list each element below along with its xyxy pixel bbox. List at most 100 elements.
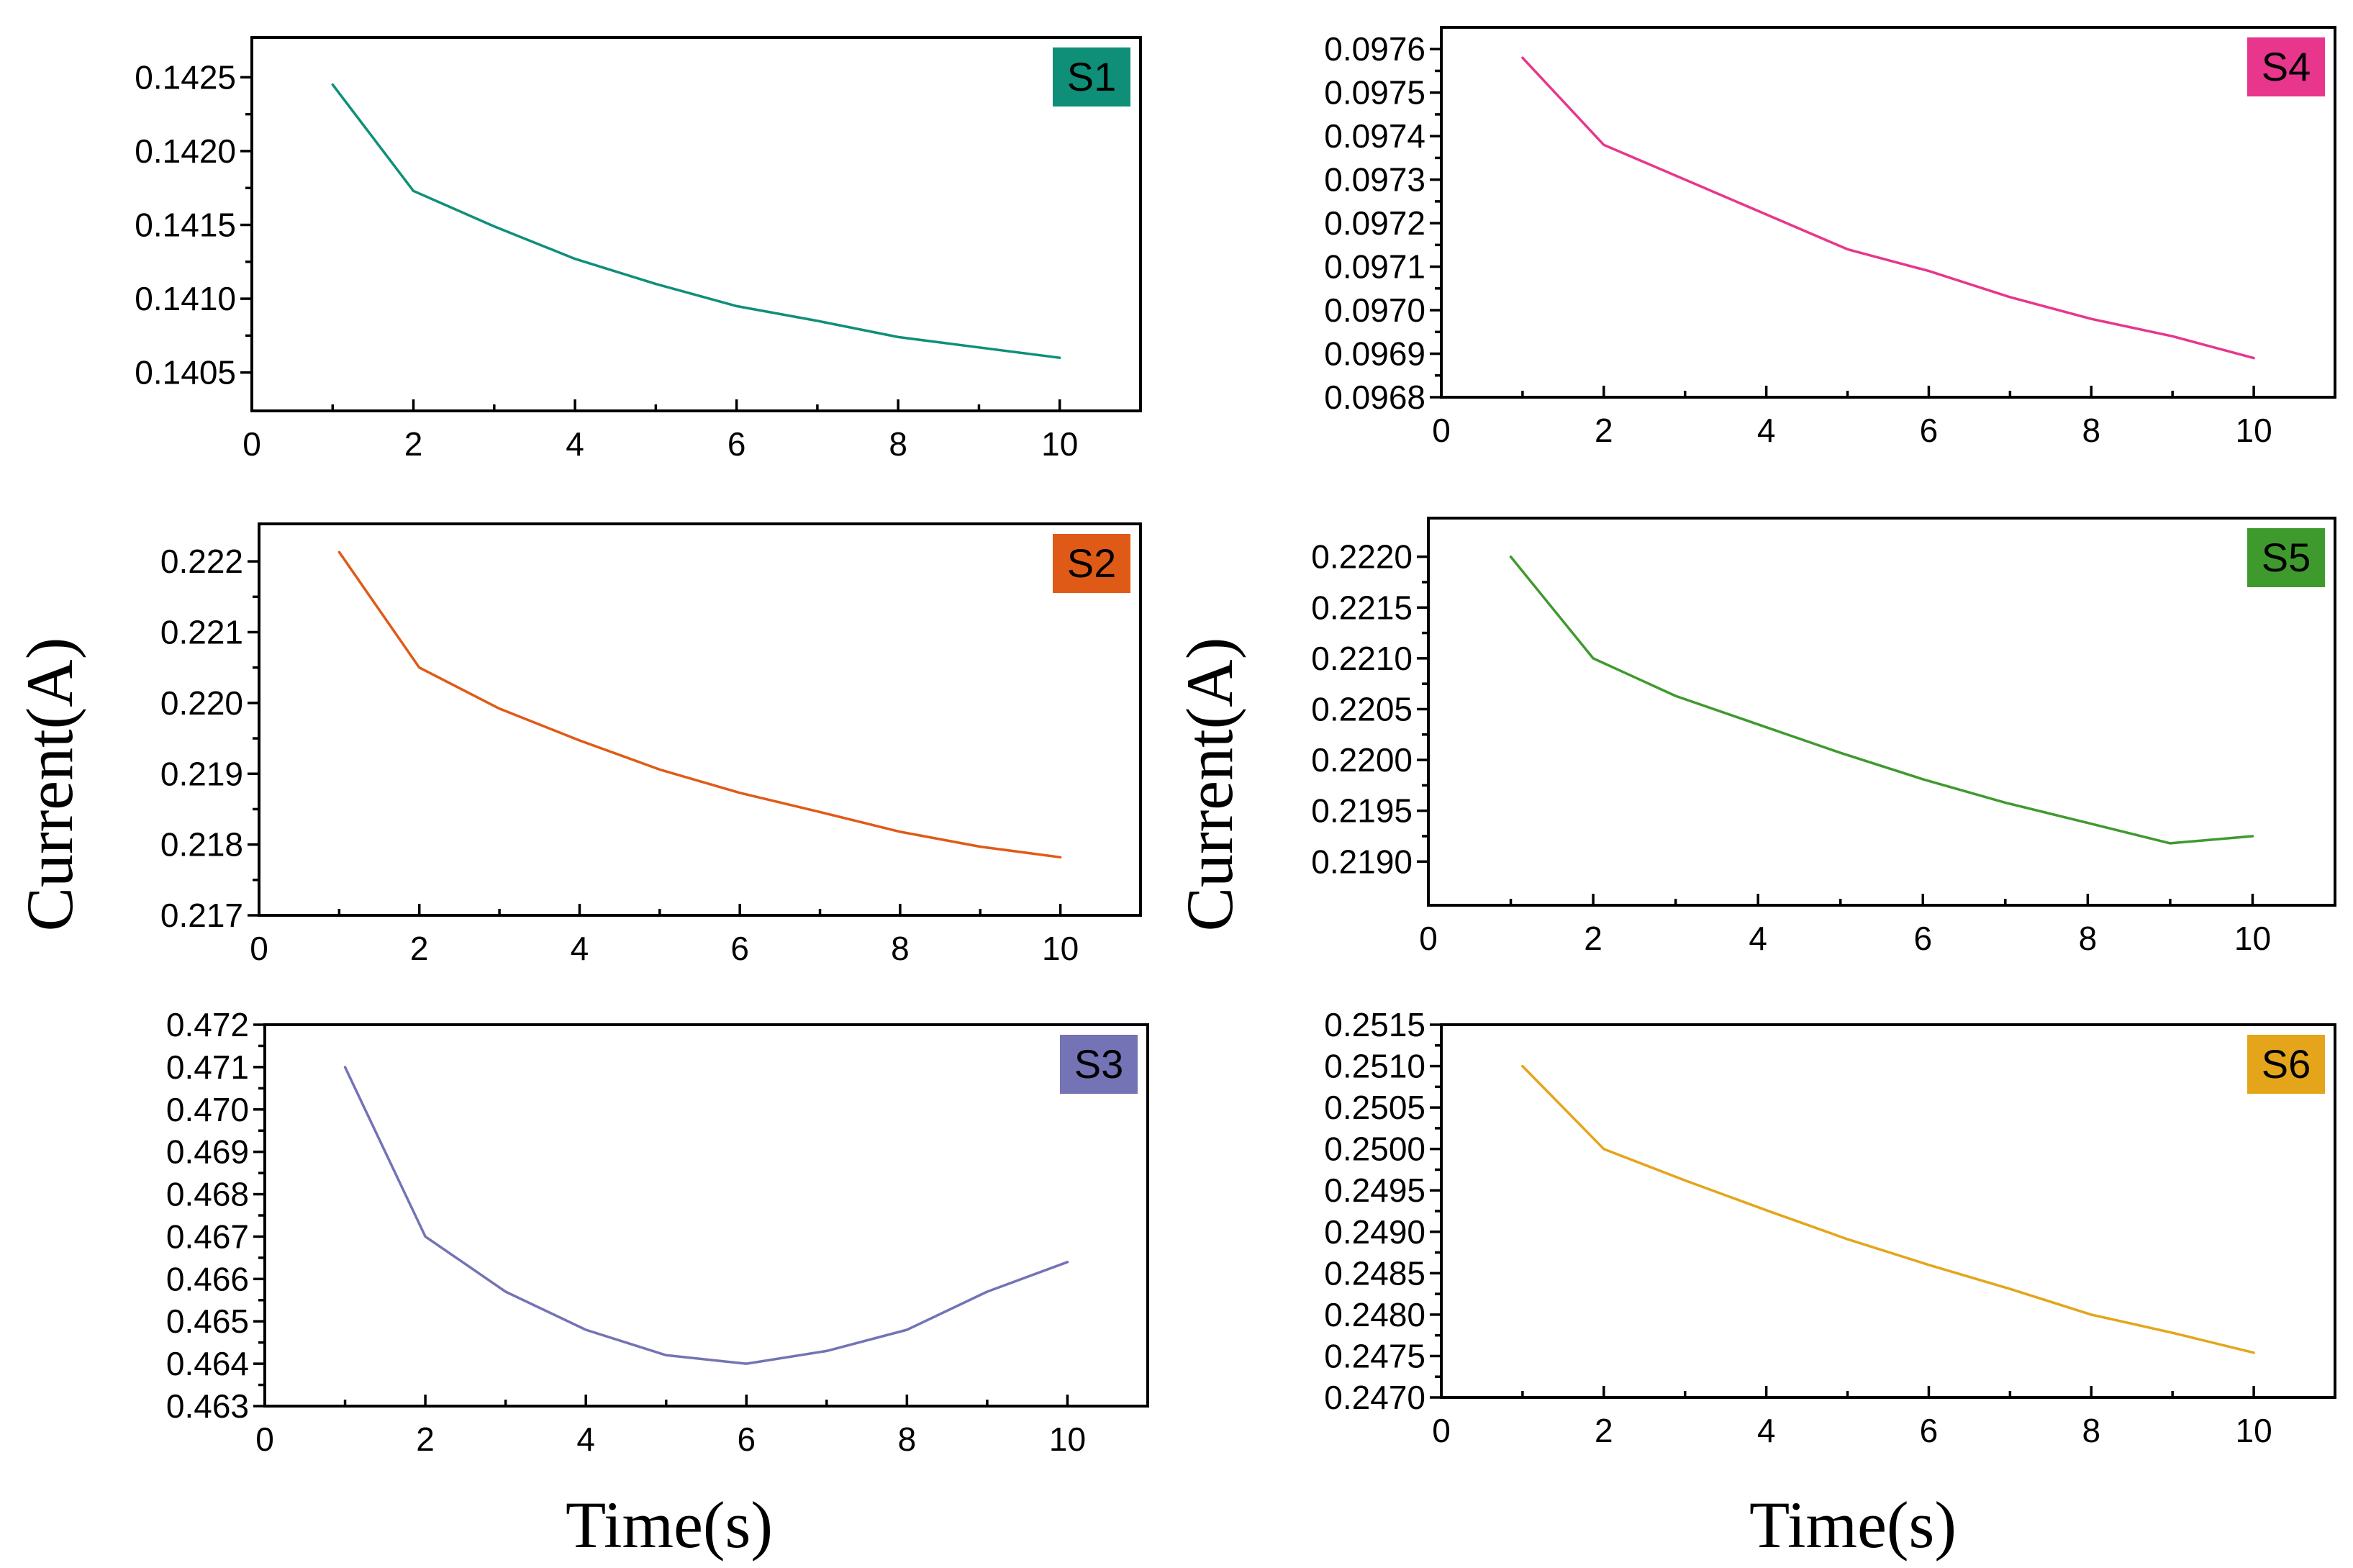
panel-s3: 0 2 4 6 8 10 0.463 0.464 0.465 0.466 0.467 0.468 0.4… <box>166 1006 1149 1458</box>
data-point-s3 <box>905 1328 909 1332</box>
data-point-s2 <box>658 767 662 771</box>
x-tick-label: 10 <box>2236 412 2272 449</box>
y-tick-label: 0.2505 <box>1324 1089 1425 1126</box>
x-tick-label: 10 <box>1049 1420 1086 1458</box>
data-point-s6 <box>1683 1178 1687 1182</box>
y-tick-label: 0.472 <box>166 1006 249 1043</box>
x-tick-label: 10 <box>2236 1412 2272 1449</box>
y-tick-label: 0.467 <box>166 1218 249 1255</box>
data-point-s6 <box>1520 1064 1525 1069</box>
data-point-s1 <box>735 304 739 308</box>
y-tick-label: 0.1405 <box>135 354 236 391</box>
x-tick-label: 10 <box>1042 930 1079 967</box>
y-tick-label: 0.0969 <box>1324 335 1425 373</box>
y-tick-label: 0.2515 <box>1324 1006 1425 1043</box>
y-tick-label: 0.2500 <box>1324 1130 1425 1168</box>
right-ylabel: Current(A) <box>1173 638 1246 932</box>
plot-frame-s3 <box>263 1023 1149 1408</box>
y-tick-label: 0.221 <box>160 614 243 651</box>
x-tick-label: 6 <box>727 425 746 463</box>
y-tick-label: 0.468 <box>166 1176 249 1213</box>
badge-s5 <box>2247 528 2325 587</box>
data-point-s1 <box>492 225 497 229</box>
data-point-s4 <box>2170 334 2175 338</box>
x-tick-label: 6 <box>1920 1412 1939 1449</box>
y-tick-label: 0.2200 <box>1311 741 1413 779</box>
data-point-s5 <box>1509 555 1513 559</box>
x-tick-label: 6 <box>1913 920 1932 957</box>
x-tick-label: 0 <box>250 930 268 967</box>
data-point-s3 <box>343 1065 348 1069</box>
y-tick-label: 0.464 <box>166 1345 249 1382</box>
plot-frame-s6 <box>1440 1023 2336 1399</box>
data-point-s5 <box>1756 722 1760 727</box>
y-tick-label: 0.2220 <box>1311 538 1413 576</box>
right-xlabel: Time(s) <box>1749 1488 1957 1562</box>
y-tick-label: 0.2190 <box>1311 843 1413 880</box>
left-xlabel: Time(s) <box>566 1488 773 1562</box>
series-line-s3 <box>343 1066 1069 1365</box>
y-tick-label: 0.2510 <box>1324 1048 1425 1085</box>
series-line-s2 <box>337 550 1062 859</box>
y-tick-label: 0.2480 <box>1324 1296 1425 1333</box>
badge-s6 <box>2247 1035 2325 1094</box>
x-tick-label: 0 <box>255 1420 274 1458</box>
y-tick-label: 0.2195 <box>1311 792 1413 830</box>
x-tick-label: 2 <box>410 930 429 967</box>
data-point-s6 <box>2170 1331 2175 1335</box>
y-tick-label: 0.0968 <box>1324 379 1425 416</box>
y-tick-label: 0.469 <box>166 1133 249 1171</box>
data-point-s3 <box>504 1290 508 1294</box>
data-point-s1 <box>573 257 577 261</box>
data-point-s6 <box>1846 1237 1850 1241</box>
data-point-s5 <box>1839 751 1843 755</box>
data-point-s5 <box>1591 656 1595 661</box>
x-tick-label: 8 <box>898 1420 917 1458</box>
data-point-s2 <box>337 550 341 554</box>
series-line-s1 <box>331 83 1061 359</box>
y-tick-label: 0.217 <box>160 897 243 934</box>
data-point-s2 <box>898 830 902 834</box>
x-tick-label: 10 <box>2234 920 2271 957</box>
y-tick-label: 0.2215 <box>1311 589 1413 626</box>
data-point-s6 <box>1602 1147 1606 1151</box>
data-point-s4 <box>1683 178 1687 182</box>
y-tick-label: 0.1415 <box>135 207 236 244</box>
data-point-s2 <box>417 666 422 670</box>
x-tick-label: 2 <box>1584 920 1602 957</box>
y-tick-label: 0.465 <box>166 1302 249 1340</box>
data-point-s4 <box>1926 269 1931 273</box>
y-tick-label: 0.463 <box>166 1387 249 1425</box>
data-point-s3 <box>744 1361 748 1366</box>
y-tick-label: 0.470 <box>166 1091 249 1128</box>
data-point-s4 <box>1764 212 1769 217</box>
data-point-s2 <box>577 738 581 743</box>
plot-frame-s2 <box>258 522 1142 917</box>
data-point-s1 <box>330 83 335 87</box>
data-point-s1 <box>976 345 981 350</box>
data-point-s1 <box>653 282 658 286</box>
left-ylabel: Current(A) <box>13 638 86 932</box>
y-tick-label: 0.0973 <box>1324 161 1425 199</box>
badge-label-s1: S1 <box>1067 54 1117 99</box>
y-tick-label: 0.1420 <box>135 132 236 170</box>
x-tick-label: 4 <box>576 1420 595 1458</box>
data-point-s5 <box>1674 694 1678 698</box>
data-point-s5 <box>2168 841 2172 846</box>
series-line-s4 <box>1521 56 2255 360</box>
data-point-s5 <box>1921 777 1925 781</box>
data-point-s3 <box>985 1290 989 1294</box>
x-tick-label: 2 <box>404 425 423 463</box>
data-point-s3 <box>1065 1260 1069 1264</box>
data-point-s2 <box>497 707 502 711</box>
badge-label-s6: S6 <box>2262 1041 2311 1087</box>
y-tick-label: 0.0970 <box>1324 291 1425 329</box>
badge-s2 <box>1053 534 1130 593</box>
y-tick-label: 0.2495 <box>1324 1172 1425 1209</box>
plot-frame-s5 <box>1427 517 2336 907</box>
badge-s4 <box>2247 37 2325 96</box>
data-point-s6 <box>2089 1313 2093 1317</box>
data-point-s4 <box>1846 247 1850 251</box>
